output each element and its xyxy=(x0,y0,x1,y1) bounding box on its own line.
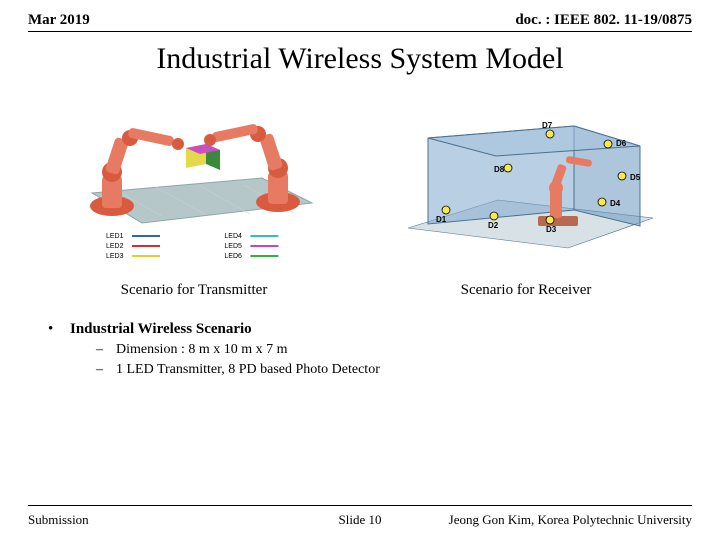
footer-slide-num: Slide 10 xyxy=(339,512,382,528)
bullet-list: • Industrial Wireless Scenario – Dimensi… xyxy=(0,299,720,378)
transmitter-caption: Scenario for Transmitter xyxy=(44,282,344,299)
receiver-caption: Scenario for Receiver xyxy=(376,282,676,299)
svg-text:LED3: LED3 xyxy=(106,253,124,260)
receiver-figure: D1 D2 D3 D4 D5 D6 D7 D8 xyxy=(380,98,676,268)
svg-text:LED4: LED4 xyxy=(224,233,242,240)
svg-text:D4: D4 xyxy=(610,199,621,208)
bullet-sub-2-text: 1 LED Transmitter, 8 PD based Photo Dete… xyxy=(116,362,380,378)
transmitter-svg: LED1 LED2 LED3 LED4 LED5 LED6 xyxy=(52,98,332,268)
page-title: Industrial Wireless System Model xyxy=(0,42,720,76)
figures-row: LED1LED2LED3LED4LED5LED6 D1D2D3D4D5D6D7D… xyxy=(0,76,720,268)
svg-text:D2: D2 xyxy=(488,221,499,230)
captions-row: Scenario for Transmitter Scenario for Re… xyxy=(0,268,720,299)
bullet-sub-1: – Dimension : 8 m x 10 m x 7 m xyxy=(48,342,680,358)
svg-text:D5: D5 xyxy=(630,173,641,182)
bullet-heading: • Industrial Wireless Scenario xyxy=(48,321,680,338)
svg-text:LED5: LED5 xyxy=(224,243,242,250)
header-divider xyxy=(28,31,692,32)
svg-text:D7: D7 xyxy=(542,121,553,130)
transmitter-figure: LED1 LED2 LED3 LED4 LED5 LED6 xyxy=(44,98,340,268)
receiver-svg: D1 D2 D3 D4 D5 D6 D7 D8 xyxy=(388,98,668,268)
bullet-sub-1-text: Dimension : 8 m x 10 m x 7 m xyxy=(116,342,288,358)
footer-author: Jeong Gon Kim, Korea Polytechnic Univers… xyxy=(449,512,692,528)
svg-text:D8: D8 xyxy=(494,165,505,174)
dash-marker: – xyxy=(96,342,106,358)
footer-left: Submission xyxy=(28,512,89,528)
svg-text:D6: D6 xyxy=(616,139,627,148)
bullet-heading-text: Industrial Wireless Scenario xyxy=(70,321,252,338)
svg-text:D3: D3 xyxy=(546,225,557,234)
svg-text:D1: D1 xyxy=(436,215,447,224)
dash-marker: – xyxy=(96,362,106,378)
svg-text:LED1: LED1 xyxy=(106,233,124,240)
svg-text:LED2: LED2 xyxy=(106,243,124,250)
bullet-sub-2: – 1 LED Transmitter, 8 PD based Photo De… xyxy=(48,362,680,378)
bullet-marker: • xyxy=(48,321,56,338)
footer-divider xyxy=(28,505,692,506)
header-date: Mar 2019 xyxy=(28,12,90,29)
svg-text:LED6: LED6 xyxy=(224,253,242,260)
header-doc-id: doc. : IEEE 802. 11-19/0875 xyxy=(515,12,692,29)
footer-row: Submission Slide 10 Jeong Gon Kim, Korea… xyxy=(0,512,720,528)
